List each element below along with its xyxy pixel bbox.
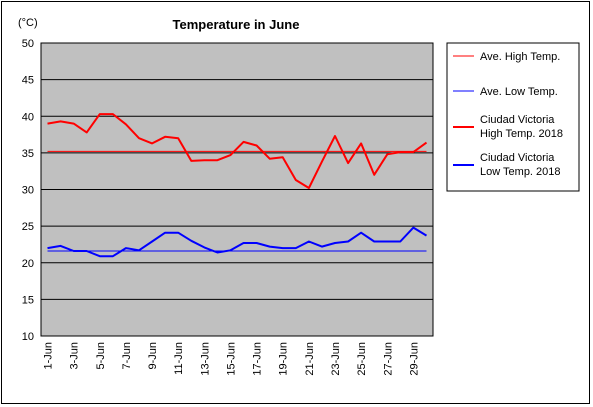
y-tick-label: 10 (22, 331, 34, 343)
x-tick-label: 21-Jun (304, 342, 316, 376)
unit-label: (°C) (18, 17, 38, 29)
legend-label-2: High Temp. 2018 (480, 128, 563, 140)
x-tick-label: 9-Jun (147, 342, 159, 370)
series-line-3 (47, 226, 428, 258)
x-tick-label: 17-Jun (252, 342, 264, 376)
y-tick-label: 15 (22, 294, 34, 306)
chart-title: Temperature in June (173, 17, 300, 32)
x-axis-ticks: 1-Jun 3-Jun 5-Jun 7-Jun 9-Jun 11-Jun 13-Jun 15-… (43, 342, 421, 376)
y-axis-ticks: 10 15 20 25 30 35 40 45 50 (22, 38, 34, 343)
legend-label-1: Ave. Low Temp. (480, 86, 558, 98)
y-tick-label: 25 (22, 221, 34, 233)
legend-label-3: Low Temp. 2018 (480, 166, 561, 178)
x-tick-label: 19-Jun (278, 342, 290, 376)
x-tick-label: 15-Jun (225, 342, 237, 376)
x-tick-label: 7-Jun (121, 342, 133, 370)
y-tick-label: 30 (22, 185, 34, 197)
y-tick-label: 40 (22, 111, 34, 123)
x-tick-label: 29-Jun (408, 342, 420, 376)
series-line-2 (47, 113, 428, 189)
grid-lines (41, 79, 433, 300)
legend-label-3: Ciudad Victoria (480, 152, 555, 164)
y-tick-label: 45 (22, 75, 34, 87)
x-tick-label: 5-Jun (95, 342, 107, 370)
legend-box (446, 42, 580, 192)
y-tick-label: 35 (22, 148, 34, 160)
x-tick-label: 11-Jun (173, 342, 185, 375)
legend-label-0: Ave. High Temp. (480, 51, 560, 63)
x-tick-label: 3-Jun (69, 342, 81, 370)
x-tick-label: 1-Jun (43, 342, 55, 370)
y-tick-label: 20 (22, 258, 34, 270)
legend: Ave. High Temp. Ave. Low Temp. Ciudad Vict… (453, 51, 563, 178)
x-tick-label: 25-Jun (356, 342, 368, 376)
series-lines (47, 113, 428, 258)
x-tick-label: 27-Jun (382, 342, 394, 376)
legend-label-2: Ciudad Victoria (480, 114, 555, 126)
x-tick-label: 23-Jun (330, 342, 342, 376)
x-tick-label: 13-Jun (199, 342, 211, 376)
y-tick-label: 50 (22, 38, 34, 50)
